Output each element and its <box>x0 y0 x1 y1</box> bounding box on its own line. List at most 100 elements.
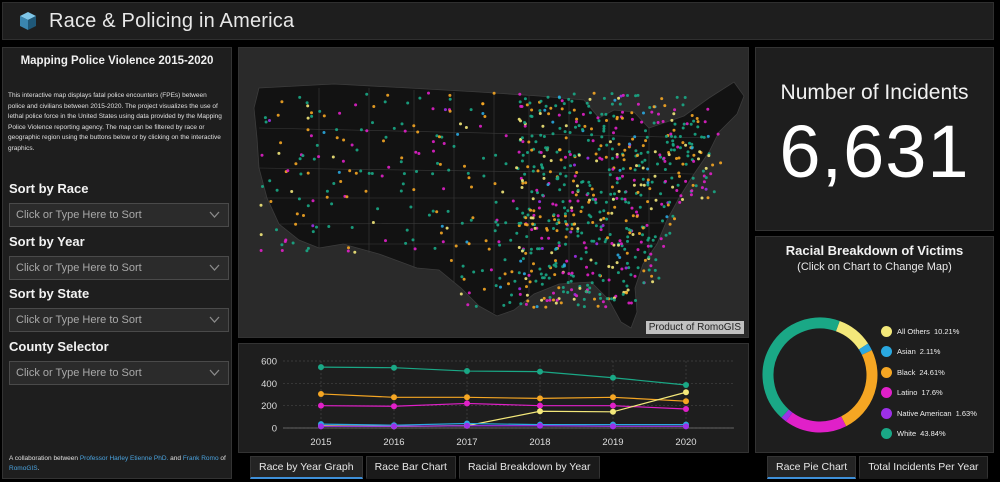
incident-point[interactable] <box>611 197 615 201</box>
incident-point[interactable] <box>494 220 498 224</box>
incident-point[interactable] <box>386 93 390 97</box>
frank-romo-link[interactable]: Frank Romo <box>182 455 219 462</box>
incident-point[interactable] <box>365 92 369 96</box>
incident-point[interactable] <box>703 120 707 124</box>
incident-point[interactable] <box>646 150 650 154</box>
incident-point[interactable] <box>623 197 627 201</box>
incident-point[interactable] <box>564 242 567 246</box>
incident-point[interactable] <box>315 143 319 147</box>
incident-point[interactable] <box>590 239 594 243</box>
incident-point[interactable] <box>551 202 555 206</box>
incident-point[interactable] <box>327 225 331 228</box>
incident-point[interactable] <box>652 121 656 125</box>
incident-point[interactable] <box>311 224 315 228</box>
incident-point[interactable] <box>537 206 541 210</box>
incident-point[interactable] <box>686 150 690 154</box>
incident-point[interactable] <box>649 244 653 248</box>
incident-point[interactable] <box>636 266 640 270</box>
incident-point[interactable] <box>568 153 572 156</box>
incident-point[interactable] <box>559 301 563 305</box>
incident-point[interactable] <box>700 135 704 139</box>
incident-point[interactable] <box>667 153 671 157</box>
incident-point[interactable] <box>549 159 553 163</box>
county-selector-input[interactable]: Click or Type Here to Sort <box>9 361 229 385</box>
incident-point[interactable] <box>538 215 542 219</box>
incident-point[interactable] <box>633 168 637 172</box>
incident-point[interactable] <box>578 286 582 290</box>
incident-point[interactable] <box>612 131 615 135</box>
incident-point[interactable] <box>673 122 677 126</box>
incident-point[interactable] <box>570 206 574 210</box>
incident-point[interactable] <box>663 168 667 171</box>
incident-point[interactable] <box>681 162 685 166</box>
incident-point[interactable] <box>628 231 632 235</box>
incident-point[interactable] <box>650 110 654 114</box>
incident-point[interactable] <box>585 265 588 269</box>
incident-point[interactable] <box>618 256 622 259</box>
chevron-down-icon[interactable] <box>209 211 220 219</box>
incident-point[interactable] <box>581 112 585 116</box>
incident-point[interactable] <box>613 192 616 196</box>
incident-point[interactable] <box>467 176 471 180</box>
incident-point[interactable] <box>684 143 688 147</box>
incident-point[interactable] <box>359 128 363 132</box>
incident-point[interactable] <box>519 302 523 306</box>
incident-point[interactable] <box>590 281 594 285</box>
incident-point[interactable] <box>632 178 636 182</box>
incident-point[interactable] <box>651 238 655 242</box>
incident-point[interactable] <box>325 195 329 199</box>
incident-point[interactable] <box>330 202 334 206</box>
incident-point[interactable] <box>580 205 584 209</box>
incident-point[interactable] <box>573 174 577 178</box>
incident-point[interactable] <box>350 226 354 229</box>
incident-point[interactable] <box>597 119 601 123</box>
incident-point[interactable] <box>611 265 615 269</box>
incident-point[interactable] <box>594 224 598 228</box>
data-point[interactable] <box>683 389 689 396</box>
incident-point[interactable] <box>448 97 452 101</box>
incident-point[interactable] <box>517 221 521 225</box>
incident-point[interactable] <box>277 151 281 155</box>
incident-point[interactable] <box>646 167 650 171</box>
incident-point[interactable] <box>427 213 431 217</box>
incident-point[interactable] <box>698 150 702 154</box>
incident-point[interactable] <box>621 153 625 157</box>
incident-point[interactable] <box>587 104 591 108</box>
incident-point[interactable] <box>544 273 548 277</box>
incident-point[interactable] <box>524 302 528 306</box>
incident-point[interactable] <box>629 273 633 277</box>
incident-point[interactable] <box>617 243 620 247</box>
incident-point[interactable] <box>675 157 678 160</box>
incident-point[interactable] <box>704 176 708 180</box>
incident-point[interactable] <box>563 130 567 134</box>
incident-point[interactable] <box>618 239 622 243</box>
incident-point[interactable] <box>318 109 322 113</box>
incident-point[interactable] <box>440 135 444 139</box>
data-point[interactable] <box>683 382 689 389</box>
incident-point[interactable] <box>639 151 643 155</box>
incident-point[interactable] <box>515 166 519 170</box>
incident-point[interactable] <box>527 273 531 277</box>
incident-point[interactable] <box>536 191 539 195</box>
incident-point[interactable] <box>499 285 502 289</box>
incident-point[interactable] <box>684 162 688 166</box>
incident-point[interactable] <box>572 179 575 183</box>
incident-point[interactable] <box>564 136 568 140</box>
incident-point[interactable] <box>539 99 543 103</box>
incident-point[interactable] <box>427 91 430 95</box>
incident-point[interactable] <box>571 190 575 194</box>
incident-point[interactable] <box>590 187 594 191</box>
incident-point[interactable] <box>439 231 443 235</box>
incident-point[interactable] <box>700 196 704 200</box>
incident-point[interactable] <box>443 108 447 112</box>
incident-point[interactable] <box>460 275 464 279</box>
incident-point[interactable] <box>586 156 590 160</box>
incident-point[interactable] <box>400 122 404 126</box>
incident-point[interactable] <box>588 97 592 101</box>
incident-point[interactable] <box>261 185 264 188</box>
incident-point[interactable] <box>471 216 475 220</box>
incident-point[interactable] <box>659 192 663 196</box>
incident-point[interactable] <box>399 189 403 193</box>
incident-point[interactable] <box>482 174 486 178</box>
incident-point[interactable] <box>604 112 608 116</box>
